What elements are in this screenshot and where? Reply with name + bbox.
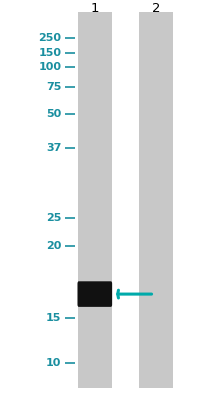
Text: 25: 25 <box>46 213 61 223</box>
Text: 250: 250 <box>38 33 61 43</box>
Text: 50: 50 <box>46 109 61 119</box>
FancyBboxPatch shape <box>77 281 112 307</box>
Text: 100: 100 <box>38 62 61 72</box>
Text: 20: 20 <box>46 241 61 251</box>
Text: 1: 1 <box>90 2 99 15</box>
Text: 10: 10 <box>46 358 61 368</box>
Text: 15: 15 <box>46 313 61 323</box>
Bar <box>78 12 111 388</box>
Text: 37: 37 <box>46 143 61 153</box>
Bar <box>139 12 172 388</box>
Text: 75: 75 <box>46 82 61 92</box>
Text: 150: 150 <box>38 48 61 58</box>
Text: 2: 2 <box>151 2 160 15</box>
